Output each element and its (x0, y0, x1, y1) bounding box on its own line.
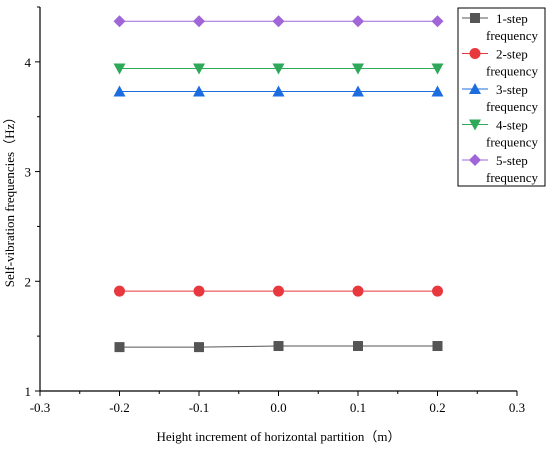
data-point (193, 85, 205, 97)
data-point (272, 85, 285, 97)
legend-label: 1-step (496, 11, 528, 26)
legend-item: 5-step frequency (462, 153, 538, 185)
series-3 (113, 85, 444, 97)
plot-area (113, 15, 444, 353)
data-point (194, 342, 204, 353)
legend-item: 4-step frequency (462, 118, 538, 150)
data-point (113, 85, 126, 97)
legend-marker (469, 119, 481, 131)
legend-item: 3-step frequency (462, 82, 538, 114)
axes: -0.3 -0.2 -0.1 0.0 0.1 0.2 0.3 1 2 3 4 (25, 6, 525, 415)
data-point (113, 15, 126, 28)
x-tick-label: -0.1 (189, 400, 210, 415)
legend-label: frequency (486, 135, 538, 150)
data-point (352, 285, 364, 297)
data-point (273, 285, 284, 297)
legend-label: frequency (486, 99, 538, 114)
x-tick-label: -0.2 (109, 400, 130, 415)
y-tick-label: 1 (25, 384, 32, 399)
legend-label: 4-step (496, 118, 528, 133)
y-tick-label: 3 (25, 165, 32, 180)
legend-marker (469, 48, 481, 59)
legend-item: 2-step frequency (462, 47, 538, 79)
legend-marker (469, 154, 481, 166)
data-point (352, 63, 364, 75)
y-tick-label: 2 (25, 274, 32, 289)
x-axis-title: Height increment of horizontal partition… (156, 429, 400, 444)
x-tick-label: 0.1 (350, 400, 366, 415)
data-point (114, 342, 125, 353)
y-axis-title: Self-vibration frequencies（Hz） (2, 111, 17, 288)
data-point (353, 341, 363, 352)
x-tick-label: 0.3 (509, 400, 525, 415)
legend-label: frequency (486, 64, 538, 79)
series-1 (114, 341, 443, 353)
data-point (432, 285, 443, 297)
data-point (431, 15, 444, 28)
data-point (352, 85, 364, 97)
data-point (114, 285, 125, 297)
data-point (272, 63, 285, 75)
data-point (193, 285, 205, 297)
legend-label: frequency (486, 170, 538, 185)
legend-box (457, 7, 546, 187)
data-point (193, 63, 205, 75)
series-4 (113, 63, 444, 75)
data-point (431, 85, 444, 97)
legend-label: frequency (486, 28, 538, 43)
data-point (432, 341, 443, 352)
data-point (193, 15, 205, 28)
legend-marker (469, 83, 481, 94)
legend-label: 5-step (496, 153, 528, 168)
legend-label: 2-step (496, 47, 528, 62)
data-point (113, 63, 126, 75)
series-2 (114, 285, 443, 297)
y-tick-label: 4 (25, 55, 32, 70)
data-point (352, 15, 364, 28)
series-5 (113, 15, 444, 28)
x-tick-label: -0.3 (30, 400, 51, 415)
data-point (272, 15, 285, 28)
data-point (431, 63, 444, 75)
legend-label: 3-step (496, 82, 528, 97)
legend-marker (470, 13, 480, 23)
data-point (273, 341, 284, 352)
x-tick-label: 0.2 (429, 400, 445, 415)
legend-item: 1-step frequency (462, 11, 538, 43)
legend: 1-step frequency 2-step frequency 3-step freq… (457, 7, 546, 187)
x-tick-label: 0.0 (270, 400, 286, 415)
